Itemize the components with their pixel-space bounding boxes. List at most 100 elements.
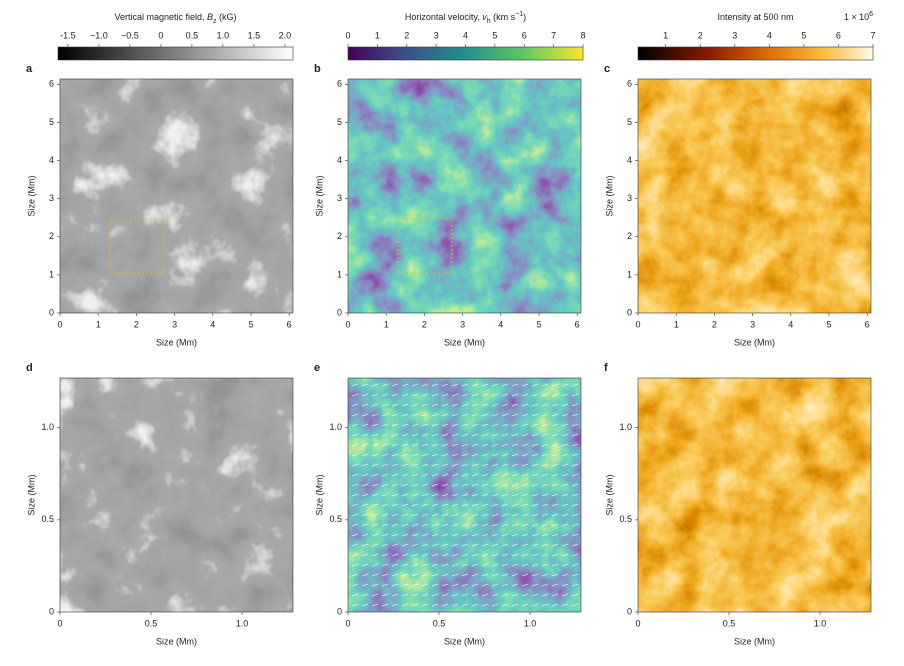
x-tick-label: 1: [674, 319, 679, 329]
y-tick-label: 1.0: [619, 422, 632, 432]
y-axis-label: Size (Mm): [314, 176, 324, 217]
colorbar-tick-label: 0: [345, 30, 350, 40]
colorbar-tick-label: 6: [836, 30, 841, 40]
colorbar-tick-label: 3: [732, 30, 737, 40]
x-tick-label: 2: [712, 319, 717, 329]
x-tick-label: 1.0: [236, 618, 249, 628]
x-tick-label: 1.0: [814, 618, 827, 628]
y-tick-label: 0: [627, 307, 632, 317]
colorbar-tick-label: 0.5: [186, 30, 199, 40]
x-axis-label: Size (Mm): [734, 337, 775, 347]
y-tick-label: 2: [627, 231, 632, 241]
colorbar-title-part: Intensity at 500 nm: [717, 12, 793, 22]
panel-letter: b: [314, 63, 321, 75]
x-tick-label: 4: [210, 319, 215, 329]
panel-image: [638, 79, 871, 313]
colorbar: [57, 46, 294, 61]
x-axis-label: Size (Mm): [734, 636, 775, 646]
colorbar-title-part: Vertical magnetic field,: [114, 12, 207, 22]
x-tick-label: 1: [96, 319, 101, 329]
x-tick-label: 0.5: [145, 618, 158, 628]
colorbar-title-part: ): [523, 12, 526, 22]
x-tick-label: 1.0: [524, 618, 537, 628]
zoom-box: [397, 218, 453, 274]
colorbar-tick-label: 2: [404, 30, 409, 40]
y-tick-label: 4: [49, 155, 54, 165]
panel-image: [638, 378, 871, 612]
y-tick-label: 3: [49, 193, 54, 203]
colorbar-title-part: B: [207, 12, 213, 22]
y-tick-label: 6: [337, 79, 342, 89]
colorbar-title-part: (kG): [217, 12, 237, 22]
x-tick-label: 5: [248, 319, 253, 329]
x-tick-label: 6: [865, 319, 870, 329]
colorbar-title-part: −1: [515, 11, 523, 18]
colorbar-title-part: z: [213, 18, 217, 25]
zoom-box: [109, 218, 165, 274]
y-tick-label: 3: [337, 193, 342, 203]
x-tick-label: 0.5: [433, 618, 446, 628]
colorbar-tick-label: 1.0: [217, 30, 230, 40]
y-tick-label: 0: [337, 606, 342, 616]
colorbar-tick-label: 1: [663, 30, 668, 40]
colorbar-tick-label: −0.5: [121, 30, 139, 40]
panel-frame: [347, 78, 582, 314]
y-tick-label: 0: [49, 606, 54, 616]
colorbar-tick-label: 2: [698, 30, 703, 40]
multiplier-base: 1 × 10: [844, 12, 869, 22]
x-tick-label: 0: [57, 618, 62, 628]
y-tick-label: 1.0: [329, 422, 342, 432]
y-tick-label: 2: [49, 231, 54, 241]
colorbar-tick-label: 1: [375, 30, 380, 40]
panel-frame: [59, 78, 294, 314]
x-axis-label: Size (Mm): [444, 636, 485, 646]
y-tick-label: 1: [627, 269, 632, 279]
x-tick-label: 0: [345, 319, 350, 329]
multiplier-exponent: 6: [869, 11, 873, 18]
x-tick-label: 0.5: [723, 618, 736, 628]
colorbar-tick-label: 7: [551, 30, 556, 40]
panel-letter: e: [314, 362, 320, 374]
y-tick-label: 0: [627, 606, 632, 616]
panel-frame: [59, 377, 294, 613]
colorbar: [637, 46, 874, 61]
x-tick-label: 5: [826, 319, 831, 329]
x-axis-label: Size (Mm): [156, 636, 197, 646]
x-tick-label: 3: [172, 319, 177, 329]
y-tick-label: 6: [627, 79, 632, 89]
y-tick-label: 1: [49, 269, 54, 279]
colorbar-tick-label: −1.0: [90, 30, 108, 40]
colorbar-tick-label: 1.5: [248, 30, 261, 40]
y-axis-label: Size (Mm): [314, 475, 324, 516]
y-tick-label: 5: [49, 117, 54, 127]
colorbar-title-part: v: [482, 12, 487, 22]
y-tick-label: 5: [627, 117, 632, 127]
y-tick-label: 4: [337, 155, 342, 165]
y-tick-label: 0.5: [41, 514, 54, 524]
panel-frame: [637, 377, 872, 613]
x-tick-label: 5: [536, 319, 541, 329]
y-tick-label: 0.5: [619, 514, 632, 524]
y-tick-label: 4: [627, 155, 632, 165]
colorbar-title-part: (km s: [491, 12, 516, 22]
panel-image: [348, 79, 581, 313]
colorbar-tick-label: 4: [767, 30, 772, 40]
colorbar-tick-label: 5: [492, 30, 497, 40]
x-tick-label: 2: [134, 319, 139, 329]
y-axis-label: Size (Mm): [604, 475, 614, 516]
y-tick-label: 2: [337, 231, 342, 241]
panel-letter: f: [604, 362, 608, 374]
colorbar-title: Intensity at 500 nm: [717, 12, 793, 22]
x-tick-label: 4: [788, 319, 793, 329]
x-tick-label: 1: [384, 319, 389, 329]
figure-content: Vertical magnetic field, Bz (kG) -1.5 −1.0…: [26, 11, 876, 646]
colorbar: [347, 46, 584, 61]
x-tick-label: 0: [345, 618, 350, 628]
x-tick-label: 6: [575, 319, 580, 329]
colorbar-tick-label: 5: [801, 30, 806, 40]
colorbar-multiplier: 1 × 106: [844, 11, 873, 22]
colorbar-tick-label: 3: [434, 30, 439, 40]
y-tick-label: 5: [337, 117, 342, 127]
y-tick-label: 0: [337, 307, 342, 317]
